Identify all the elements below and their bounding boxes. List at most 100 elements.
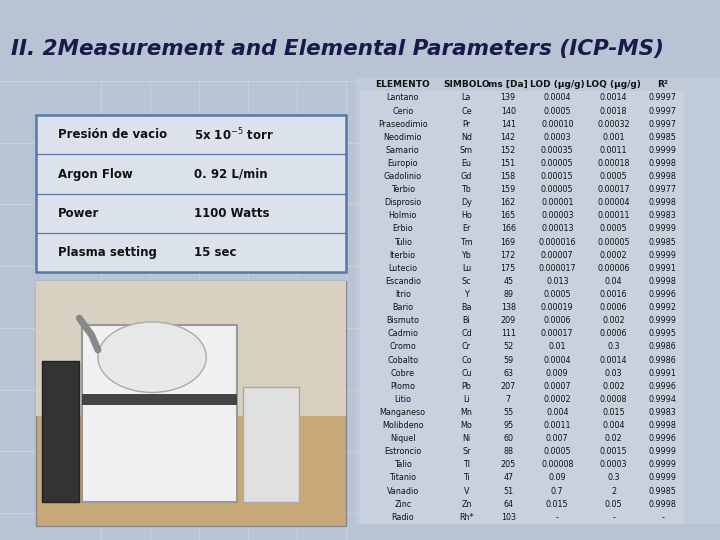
- Bar: [487, 248, 529, 262]
- Text: 47: 47: [503, 474, 513, 482]
- Text: 0.0011: 0.0011: [544, 421, 571, 430]
- Text: 52: 52: [503, 342, 513, 352]
- Bar: [487, 222, 529, 235]
- Bar: [360, 157, 446, 170]
- Bar: [360, 118, 446, 131]
- Text: 0.0004: 0.0004: [544, 93, 571, 103]
- Bar: [585, 118, 642, 131]
- Text: 111: 111: [500, 329, 516, 338]
- Bar: [487, 301, 529, 314]
- Text: -: -: [612, 513, 615, 522]
- Text: Holmio: Holmio: [389, 211, 417, 220]
- Bar: [642, 471, 684, 484]
- Text: 0.015: 0.015: [603, 408, 625, 417]
- Text: Ce: Ce: [461, 106, 472, 116]
- Text: Presión de vacio: Presión de vacio: [58, 129, 167, 141]
- Bar: [585, 354, 642, 367]
- Bar: [487, 354, 529, 367]
- Text: 0.9986: 0.9986: [649, 342, 677, 352]
- Text: 0.3: 0.3: [608, 474, 620, 482]
- Bar: [529, 196, 585, 210]
- Bar: [360, 196, 446, 210]
- Bar: [529, 419, 585, 432]
- Bar: [529, 340, 585, 354]
- Text: 0.00005: 0.00005: [598, 238, 630, 247]
- Bar: [446, 406, 487, 419]
- Text: Nd: Nd: [461, 133, 472, 142]
- Text: La: La: [462, 93, 471, 103]
- Text: 0.0002: 0.0002: [600, 251, 627, 260]
- Text: 172: 172: [500, 251, 516, 260]
- Text: 0.9992: 0.9992: [649, 303, 677, 312]
- Text: Plomo: Plomo: [390, 382, 415, 391]
- Text: 0.00011: 0.00011: [598, 211, 630, 220]
- Text: Litio: Litio: [395, 395, 411, 404]
- Text: 0.9998: 0.9998: [649, 277, 677, 286]
- Text: 0.007: 0.007: [546, 434, 569, 443]
- Bar: [529, 157, 585, 170]
- Bar: [642, 367, 684, 380]
- Bar: [360, 511, 446, 524]
- Bar: [585, 301, 642, 314]
- Bar: [642, 314, 684, 327]
- Text: -: -: [661, 513, 664, 522]
- Text: V: V: [464, 487, 469, 496]
- Text: Neodimio: Neodimio: [384, 133, 422, 142]
- Text: 207: 207: [500, 382, 516, 391]
- Bar: [446, 445, 487, 458]
- Text: Cerio: Cerio: [392, 106, 413, 116]
- Text: Escandio: Escandio: [384, 277, 420, 286]
- Bar: [529, 222, 585, 235]
- Bar: [529, 445, 585, 458]
- Text: 0.9998: 0.9998: [649, 159, 677, 168]
- Text: 0.0007: 0.0007: [544, 382, 571, 391]
- Bar: [446, 497, 487, 511]
- Bar: [446, 170, 487, 183]
- Bar: [529, 275, 585, 288]
- Bar: [529, 367, 585, 380]
- Text: 59: 59: [503, 355, 513, 364]
- Text: 0.05: 0.05: [605, 500, 623, 509]
- Text: 0.9997: 0.9997: [649, 106, 677, 116]
- Text: 0.00005: 0.00005: [541, 159, 574, 168]
- Text: 0.009: 0.009: [546, 369, 569, 377]
- Text: Cd: Cd: [461, 329, 472, 338]
- Text: 142: 142: [500, 133, 516, 142]
- Bar: [487, 157, 529, 170]
- Bar: [529, 314, 585, 327]
- Text: Radio: Radio: [392, 513, 414, 522]
- Text: 0.9986: 0.9986: [649, 355, 677, 364]
- Bar: [360, 432, 446, 445]
- Bar: [487, 432, 529, 445]
- Bar: [36, 281, 346, 526]
- Text: Power: Power: [58, 207, 99, 220]
- Text: 88: 88: [503, 447, 513, 456]
- Text: 0.0014: 0.0014: [600, 93, 627, 103]
- Text: 0.00019: 0.00019: [541, 303, 574, 312]
- Text: ms [Da]: ms [Da]: [488, 80, 528, 89]
- Text: 0.0011: 0.0011: [600, 146, 627, 155]
- Bar: [360, 144, 446, 157]
- Bar: [446, 419, 487, 432]
- Bar: [529, 262, 585, 275]
- Bar: [360, 183, 446, 196]
- Text: R²: R²: [657, 80, 668, 89]
- Bar: [360, 288, 446, 301]
- Text: Itrio: Itrio: [395, 290, 410, 299]
- Bar: [529, 393, 585, 406]
- Text: Co: Co: [461, 355, 472, 364]
- Bar: [529, 327, 585, 340]
- Text: 0.00005: 0.00005: [541, 185, 574, 194]
- Bar: [360, 380, 446, 393]
- Text: 0.004: 0.004: [546, 408, 569, 417]
- Text: 0.9996: 0.9996: [649, 290, 677, 299]
- Bar: [487, 118, 529, 131]
- Text: 55: 55: [503, 408, 513, 417]
- Text: 2: 2: [611, 487, 616, 496]
- Bar: [446, 275, 487, 288]
- Bar: [585, 314, 642, 327]
- Text: Cadmio: Cadmio: [387, 329, 418, 338]
- Text: 0.9996: 0.9996: [649, 382, 677, 391]
- Text: Li: Li: [463, 395, 469, 404]
- Bar: [585, 105, 642, 118]
